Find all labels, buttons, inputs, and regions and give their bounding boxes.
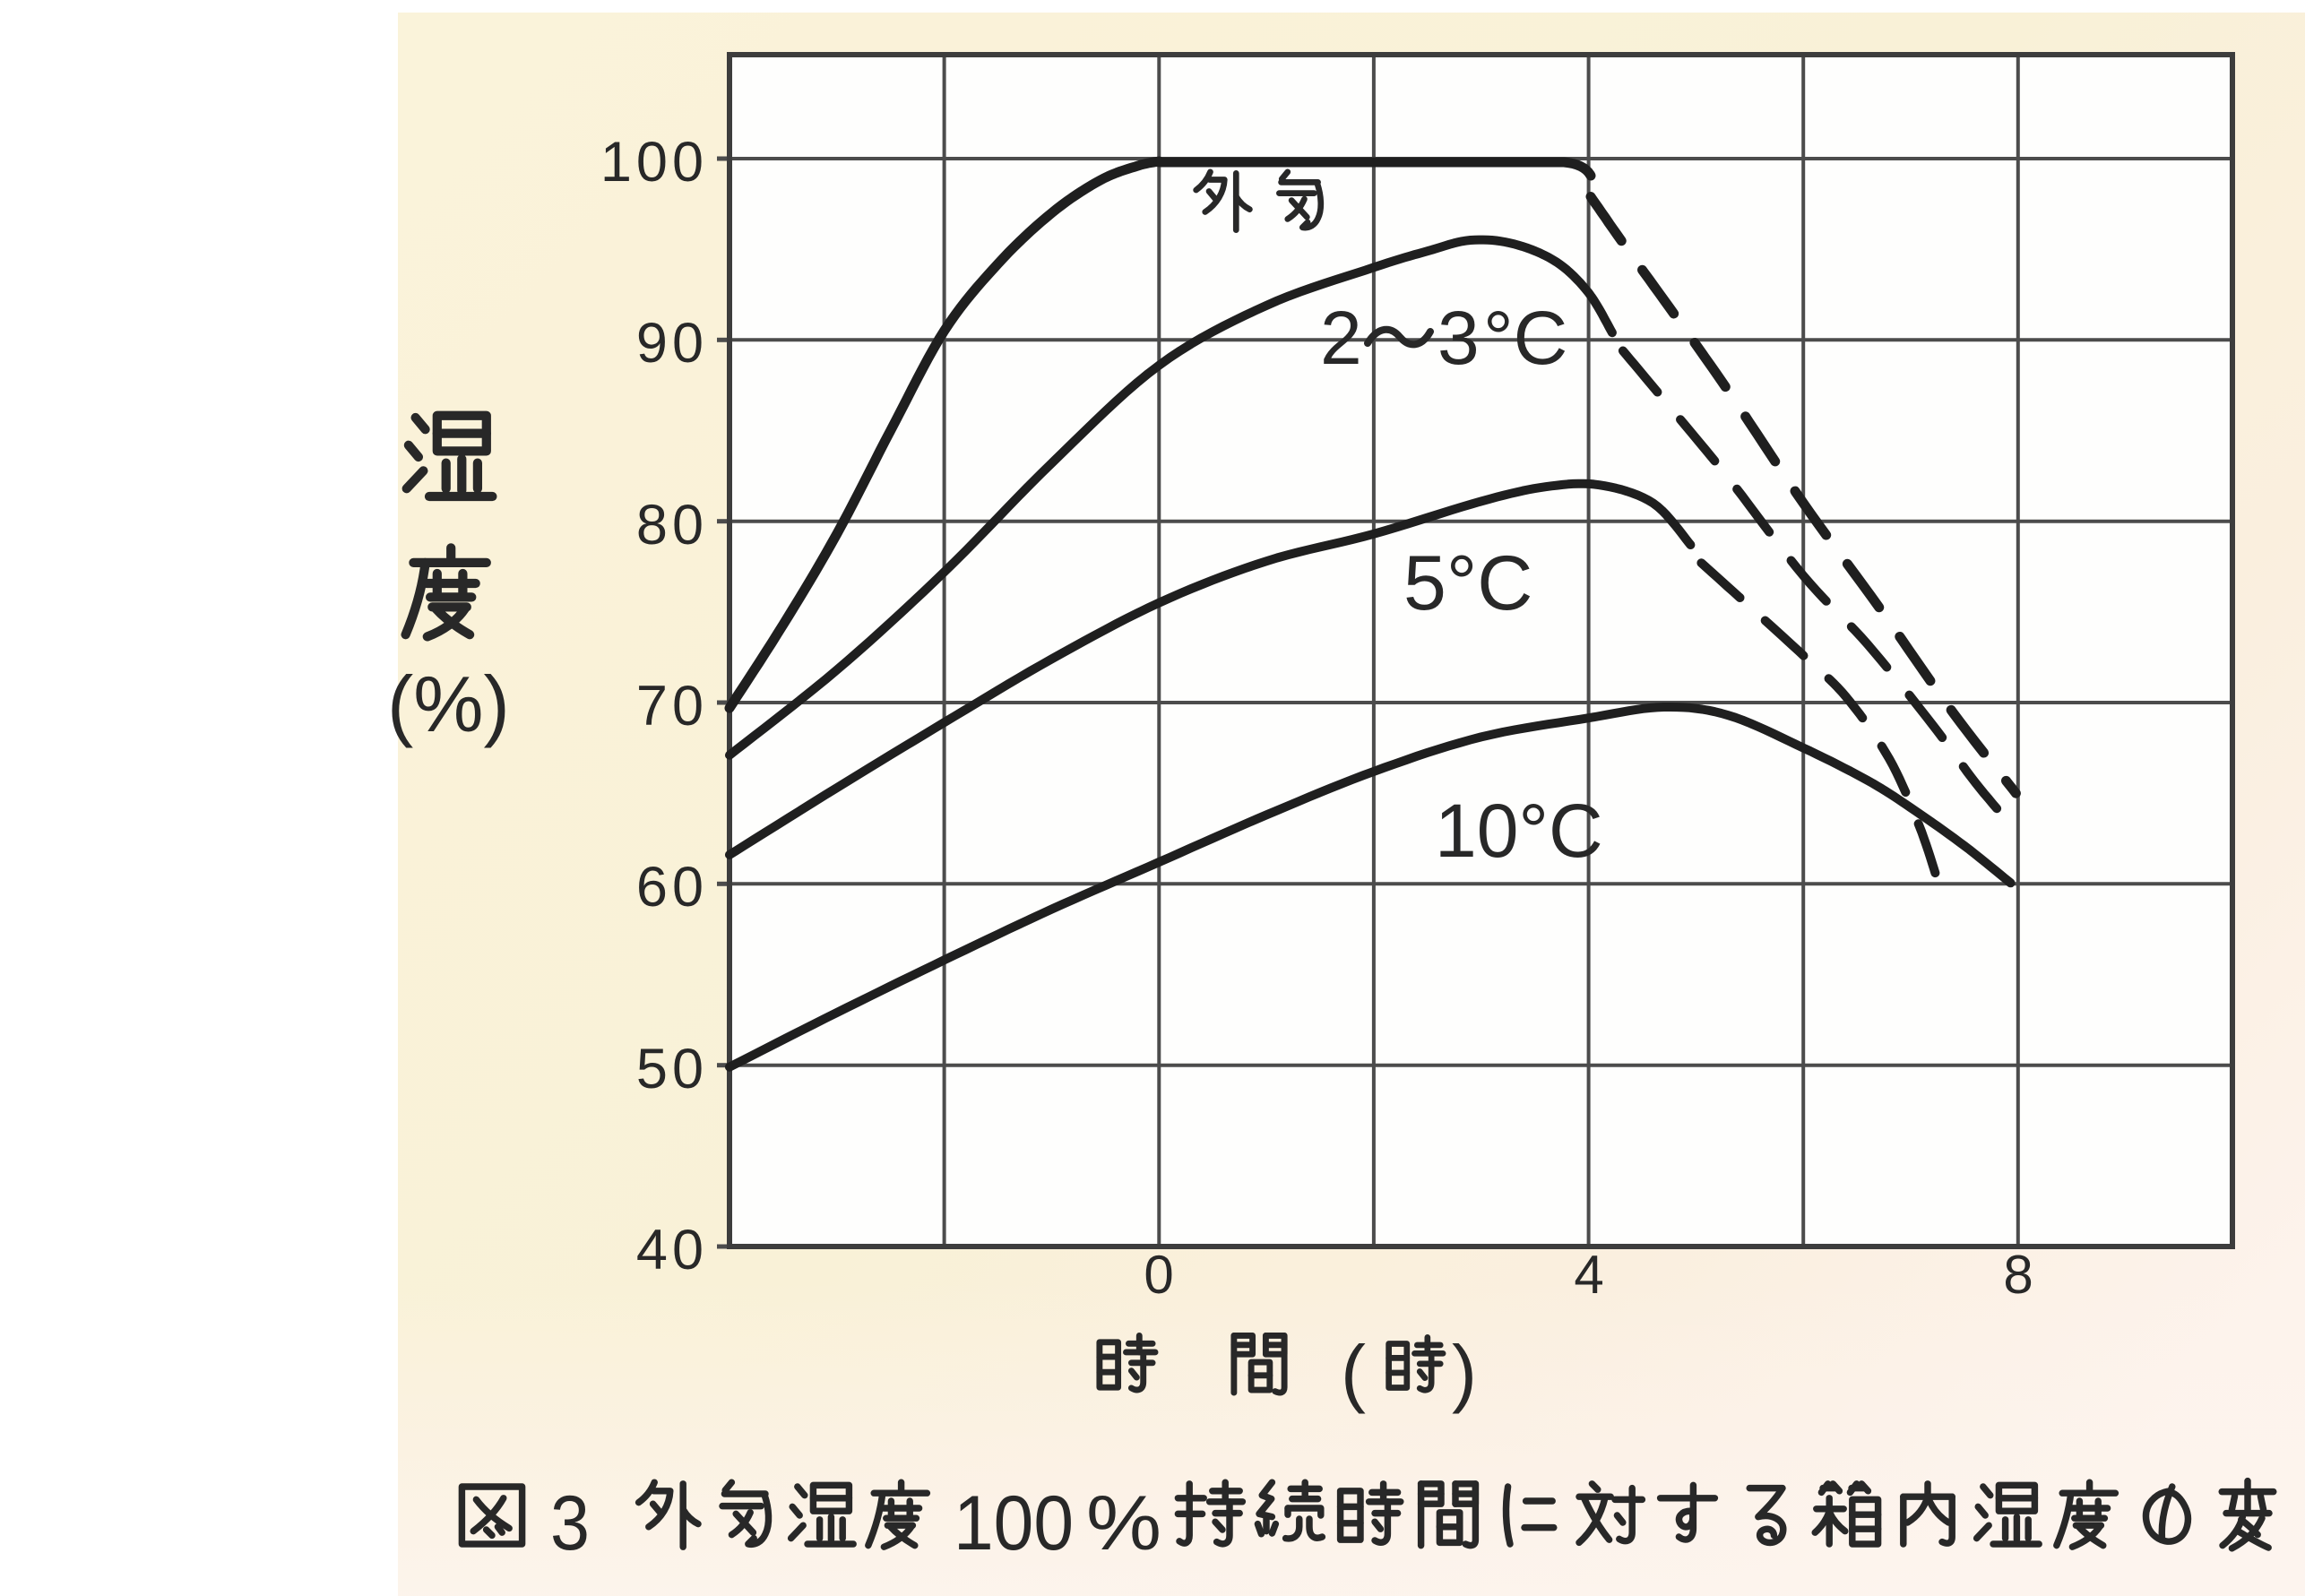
svg-text:100: 100: [600, 131, 708, 194]
svg-text:10°C: 10°C: [1435, 789, 1603, 873]
svg-text:100: 100: [954, 1480, 1074, 1566]
svg-text:4: 4: [1574, 1245, 1603, 1305]
svg-text:0: 0: [1144, 1245, 1173, 1305]
svg-text:3: 3: [1437, 296, 1480, 380]
svg-text:): ): [1452, 1330, 1477, 1414]
svg-text:2: 2: [1320, 296, 1362, 380]
svg-text:°C: °C: [1483, 296, 1567, 380]
svg-text:90: 90: [636, 312, 708, 375]
svg-text:80: 80: [636, 494, 708, 556]
svg-text:60: 60: [636, 856, 708, 919]
svg-text:%: %: [1086, 1480, 1161, 1566]
svg-text:50: 50: [636, 1038, 708, 1100]
svg-text:(: (: [1341, 1330, 1366, 1414]
svg-text:40: 40: [636, 1219, 708, 1281]
svg-text:8: 8: [2003, 1245, 2033, 1305]
svg-text:5°C: 5°C: [1403, 540, 1532, 626]
svg-text:3: 3: [550, 1480, 590, 1566]
svg-text:70: 70: [636, 675, 708, 738]
svg-text:(%): (%): [387, 660, 510, 748]
